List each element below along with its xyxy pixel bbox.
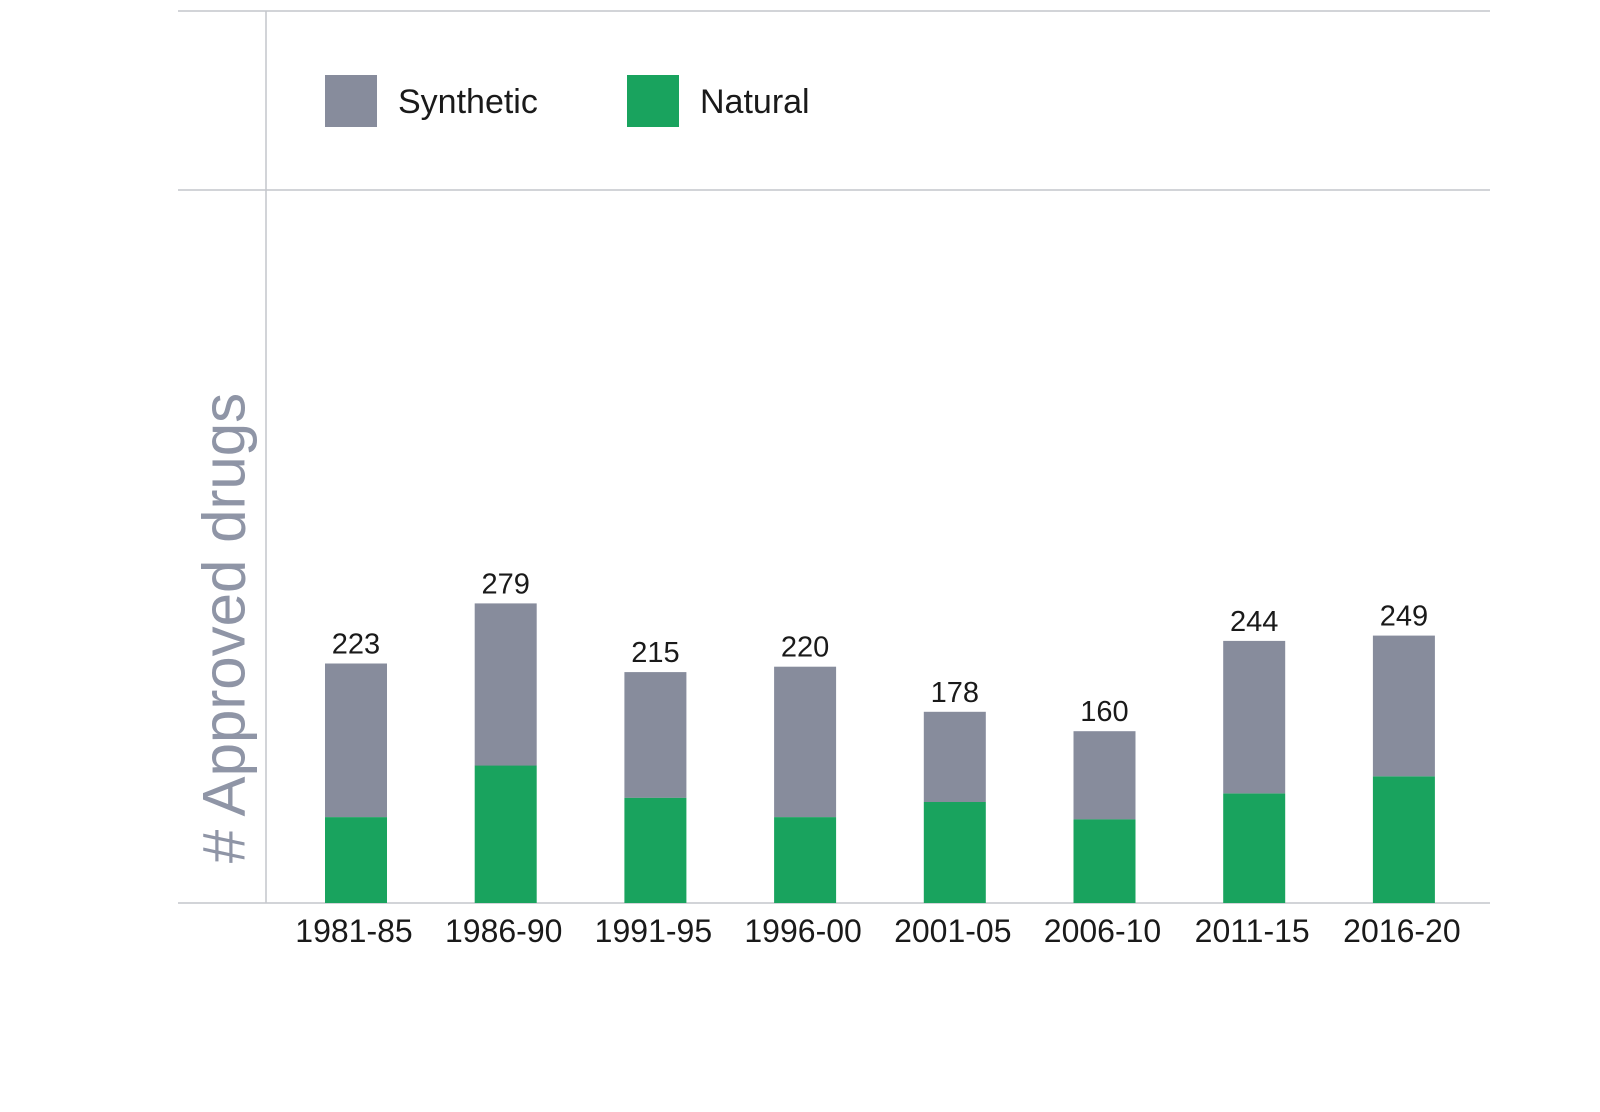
bar-synthetic-1996-00 xyxy=(774,666,837,818)
x-tick-label-1981-85: 1981-85 xyxy=(295,913,412,949)
legend: Synthetic Natural xyxy=(325,75,810,127)
total-label-2011-15: 244 xyxy=(1230,606,1278,638)
x-tick-label-1991-95: 1991-95 xyxy=(595,913,712,949)
total-label-2001-05: 178 xyxy=(931,677,979,709)
bar-natural-2016-20 xyxy=(1372,776,1435,903)
bar-synthetic-2011-15 xyxy=(1223,640,1286,794)
total-label-2016-20: 249 xyxy=(1380,601,1428,633)
bar-natural-2006-10 xyxy=(1073,819,1136,903)
total-label-1981-85: 223 xyxy=(332,629,380,661)
total-label-2006-10: 160 xyxy=(1080,696,1128,728)
total-label-1996-00: 220 xyxy=(781,632,829,664)
bar-natural-1996-00 xyxy=(774,817,837,903)
legend-label-synthetic: Synthetic xyxy=(398,83,538,121)
bar-natural-2011-15 xyxy=(1223,793,1286,903)
bar-synthetic-2006-10 xyxy=(1073,731,1136,820)
bar-synthetic-1991-95 xyxy=(624,672,687,798)
x-tick-label-2006-10: 2006-10 xyxy=(1044,913,1161,949)
x-tick-label-1996-00: 1996-00 xyxy=(744,913,861,949)
total-label-1986-90: 279 xyxy=(482,568,530,600)
bar-natural-1991-95 xyxy=(624,797,687,903)
bars-group xyxy=(325,603,1435,903)
total-label-1991-95: 215 xyxy=(631,637,679,669)
x-tick-label-1986-90: 1986-90 xyxy=(445,913,562,949)
bar-synthetic-1986-90 xyxy=(474,603,537,766)
x-tick-label-2016-20: 2016-20 xyxy=(1343,913,1460,949)
bar-synthetic-2001-05 xyxy=(923,711,986,802)
x-tick-label-2001-05: 2001-05 xyxy=(894,913,1011,949)
x-tick-labels-group: 1981-85 1986-90 1991-95 1996-00 2001-05 2006-… xyxy=(295,913,1460,949)
y-axis-label: # Approved drugs xyxy=(191,393,258,863)
legend-swatch-natural xyxy=(627,75,679,127)
bar-synthetic-1981-85 xyxy=(325,663,387,818)
bar-synthetic-2016-20 xyxy=(1372,635,1435,777)
legend-label-natural: Natural xyxy=(700,83,810,121)
legend-swatch-synthetic xyxy=(325,75,377,127)
bar-natural-1986-90 xyxy=(474,765,537,903)
bar-natural-1981-85 xyxy=(325,817,387,903)
total-labels-group: 223 279 215 220 178 160 244 249 xyxy=(332,568,1428,728)
x-tick-label-2011-15: 2011-15 xyxy=(1195,913,1310,949)
bar-natural-2001-05 xyxy=(923,802,986,903)
